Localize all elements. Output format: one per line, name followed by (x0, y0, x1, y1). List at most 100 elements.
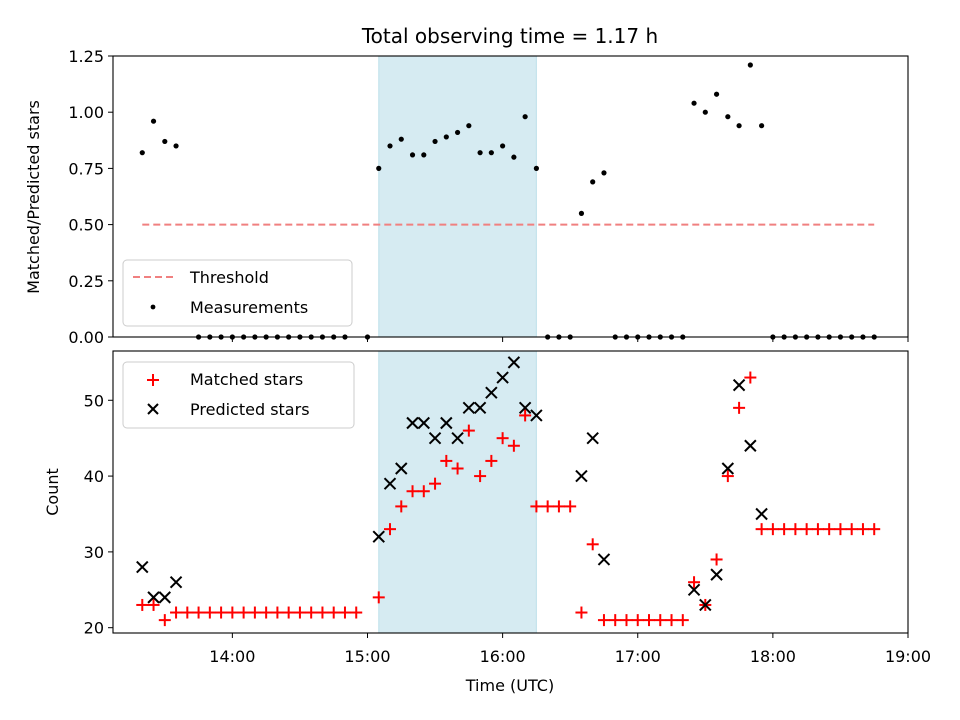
measurement-point (173, 143, 179, 149)
predicted-star-point (699, 598, 712, 612)
matched-star-point (665, 614, 678, 627)
matched-star-point (654, 614, 667, 627)
predicted-legend-swatch (147, 403, 159, 415)
bottom-plot-marks (136, 356, 881, 627)
bottom-y-tick-label: 40 (84, 467, 104, 486)
measurement-point (454, 129, 461, 136)
matched-star-point (631, 614, 644, 627)
predicted-star-point (586, 431, 599, 445)
matched-star-point (519, 409, 532, 422)
matched-star-point (485, 454, 498, 467)
matched-star-point (575, 606, 588, 619)
predicted-star-point (147, 591, 160, 604)
predicted-star-point (530, 409, 543, 422)
top-x-ticks (231, 337, 909, 342)
measurement-point (376, 165, 382, 171)
matched-star-point (406, 485, 419, 498)
matched-star-point (811, 523, 824, 536)
matched-star-point (856, 523, 869, 536)
measurement-point (533, 165, 539, 171)
top-y-tick-label: 0.25 (68, 272, 104, 291)
top-y-axis-label: Matched/Predicted stars (24, 100, 43, 294)
measurement-point (150, 118, 157, 124)
matched-star-point (248, 606, 261, 619)
predicted-star-point (721, 462, 735, 475)
matched-star-point (170, 606, 183, 619)
matched-star-point (215, 606, 228, 619)
matched-star-point (237, 606, 250, 619)
matched-star-point (834, 523, 847, 536)
bottom-y-tick-label: 30 (84, 543, 104, 562)
measurement-point (747, 62, 753, 68)
predicted-star-point (158, 591, 172, 604)
matched-star-point (643, 614, 656, 627)
measurement-point (409, 152, 416, 158)
measurement-point (162, 138, 168, 145)
matched-star-point (226, 606, 239, 619)
matched-star-point (778, 523, 791, 536)
bottom-y-axis-label: Count (43, 468, 62, 516)
matched-star-point (451, 462, 464, 475)
bottom-x-tick-label: 19:00 (885, 647, 931, 666)
matched-star-point (338, 606, 351, 619)
matched-star-point (429, 477, 442, 490)
matched-star-point (293, 606, 306, 619)
matched-star-point (789, 523, 802, 536)
measurement-point (522, 114, 528, 120)
bottom-x-tick-label: 15:00 (344, 647, 390, 666)
measurement-point (398, 136, 404, 142)
bottom-shaded-interval (378, 350, 537, 634)
predicted-star-point (372, 530, 385, 543)
matched-star-point (384, 523, 397, 536)
predicted-star-point (473, 401, 487, 415)
matched-star-point (203, 606, 216, 619)
matched-star-point (158, 614, 171, 627)
predicted-star-point (462, 401, 476, 415)
matched-star-point (721, 470, 734, 483)
predicted-star-point (732, 378, 746, 392)
matched-star-point (744, 371, 757, 384)
matched-star-point (609, 614, 622, 627)
matched-star-point (372, 591, 385, 604)
legend-predicted-label: Predicted stars (190, 400, 310, 419)
top-y-tick-label: 1.00 (68, 103, 104, 122)
measurement-point (488, 150, 494, 156)
top-y-tick-label: 0.00 (68, 328, 104, 347)
matched-star-point (282, 606, 295, 619)
measurement-point (432, 138, 438, 145)
matched-star-point (586, 538, 599, 551)
matched-star-point (845, 523, 858, 536)
predicted-star-point (406, 416, 419, 430)
matched-legend-swatch (147, 374, 159, 386)
matched-star-point (327, 606, 340, 619)
top-legend-box (122, 259, 353, 327)
matched-star-point (147, 598, 160, 611)
measurement-point (477, 150, 483, 156)
matched-star-point (541, 500, 554, 513)
predicted-star-point (755, 507, 768, 521)
predicted-star-point (687, 583, 701, 596)
predicted-star-point (169, 576, 183, 589)
top-y-tick-label: 0.75 (68, 159, 104, 178)
matched-star-point (316, 606, 329, 619)
top-legend: Threshold Measurements (122, 259, 353, 327)
top-axes-frame (112, 55, 909, 338)
measurement-point (421, 152, 427, 158)
x-axis-label: Time (UTC) (465, 676, 554, 695)
matched-star-point (564, 500, 577, 513)
measurement-point (736, 123, 742, 129)
matched-star-point (305, 606, 318, 619)
measurement-point (702, 109, 708, 115)
measurement-point (511, 154, 517, 160)
predicted-star-point (395, 462, 408, 475)
predicted-star-point (417, 416, 431, 430)
matched-star-point (597, 614, 610, 627)
matched-star-point (620, 614, 633, 627)
measurement-point (443, 134, 449, 140)
matched-star-point (395, 500, 408, 513)
predicted-star-point (451, 431, 464, 445)
top-shaded-interval (378, 55, 537, 338)
predicted-star-point (710, 568, 723, 581)
matched-star-point (823, 523, 836, 536)
